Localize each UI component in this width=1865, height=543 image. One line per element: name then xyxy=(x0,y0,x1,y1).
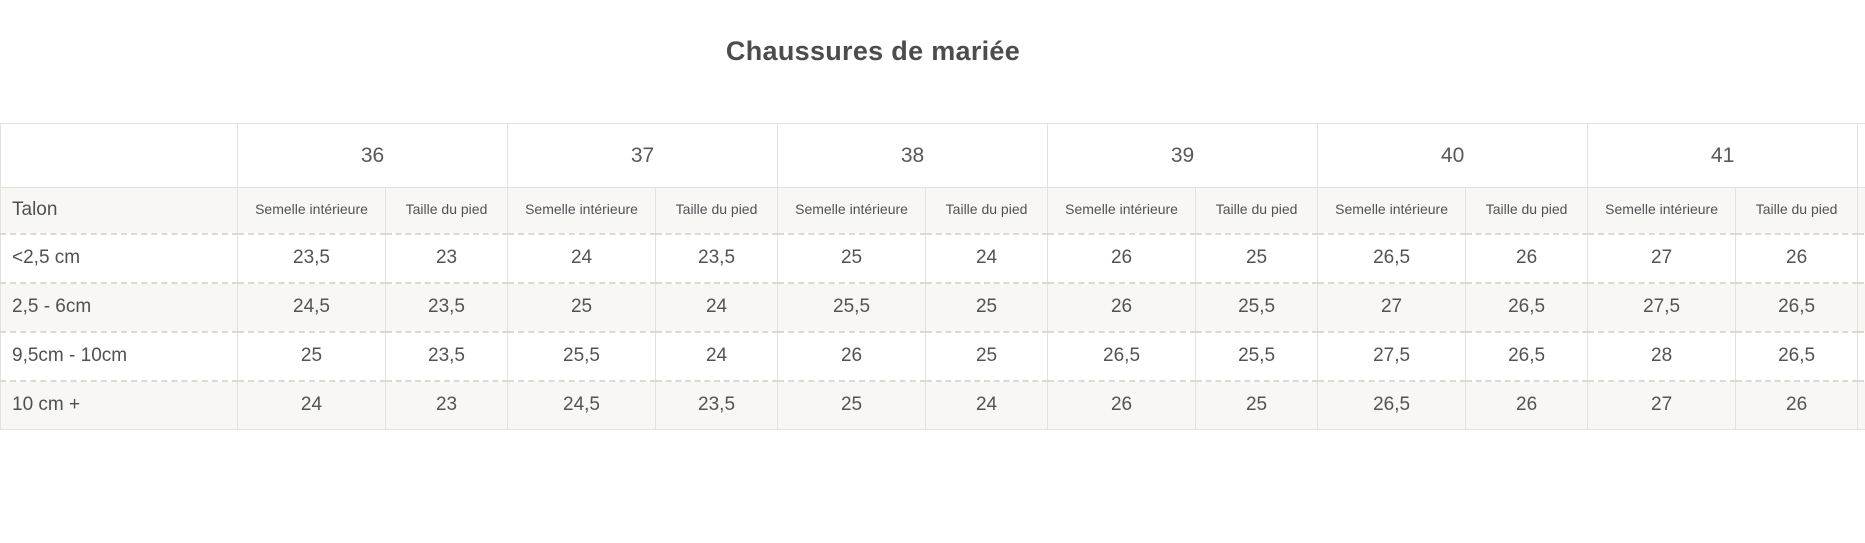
table-row-heel-under-2-5cm: <2,5 cm 23,5 23 24 23,5 25 24 26 25 26,5… xyxy=(0,233,1865,284)
cell: 25,5 xyxy=(1195,282,1318,333)
cell: 25 xyxy=(925,282,1048,333)
cell: 24 xyxy=(925,233,1048,284)
cell: 26,5 xyxy=(1047,331,1196,382)
cell: 26,5 xyxy=(1735,282,1858,333)
cell: 27,5 xyxy=(1587,282,1736,333)
size-header-row: 36 37 38 39 40 41 xyxy=(0,123,1865,188)
cell: 25,5 xyxy=(507,331,656,382)
cell: 25,5 xyxy=(777,282,926,333)
cell: 23,5 xyxy=(384,331,508,382)
cell: 26 xyxy=(1735,233,1858,284)
subheader-insole-37: Semelle intérieure xyxy=(507,187,656,235)
cell: 26 xyxy=(777,331,926,382)
subheader-foot-40: Taille du pied xyxy=(1465,187,1588,235)
size-header-36: 36 xyxy=(236,123,508,188)
size-header-37: 37 xyxy=(507,123,778,188)
cell: 26,5 xyxy=(1465,331,1588,382)
subheader-foot-39: Taille du pied xyxy=(1195,187,1318,235)
size-header-41: 41 xyxy=(1587,123,1858,188)
cell: 25,5 xyxy=(1195,331,1318,382)
cell: 27 xyxy=(1587,233,1736,284)
cell: 23,5 xyxy=(655,233,778,284)
row-label: 10 cm + xyxy=(0,380,238,430)
subheader-foot-38: Taille du pied xyxy=(925,187,1048,235)
cell: 23,5 xyxy=(384,282,508,333)
size-header-39: 39 xyxy=(1047,123,1318,188)
cell-overflow xyxy=(1857,233,1865,284)
cell: 26 xyxy=(1047,380,1196,430)
cell: 24 xyxy=(925,380,1048,430)
cell: 27,5 xyxy=(1317,331,1466,382)
table-row-heel-over-10cm: 10 cm + 24 23 24,5 23,5 25 24 26 25 26,5… xyxy=(0,380,1865,430)
cell-overflow xyxy=(1857,331,1865,382)
cell: 23,5 xyxy=(655,380,778,430)
table-row-heel-9-5-to-10cm: 9,5cm - 10cm 25 23,5 25,5 24 26 25 26,5 … xyxy=(0,331,1865,382)
cell: 24 xyxy=(655,282,778,333)
cell: 24 xyxy=(507,233,656,284)
cell: 23 xyxy=(384,233,508,284)
cell: 28 xyxy=(1587,331,1736,382)
cell: 26 xyxy=(1047,282,1196,333)
cell: 24 xyxy=(237,380,386,430)
subheader-foot-36: Taille du pied xyxy=(384,187,508,235)
cell: 27 xyxy=(1317,282,1466,333)
subheader-overflow-1 xyxy=(1857,187,1865,235)
cell: 25 xyxy=(777,380,926,430)
cell: 26,5 xyxy=(1317,233,1466,284)
cell: 24 xyxy=(655,331,778,382)
row-label: 9,5cm - 10cm xyxy=(0,331,238,382)
row-label: <2,5 cm xyxy=(0,233,238,284)
size-chart-table: 36 37 38 39 40 41 Talon Semelle intérieu… xyxy=(0,123,1865,430)
cell: 25 xyxy=(237,331,386,382)
cell: 26 xyxy=(1465,380,1588,430)
cell: 24,5 xyxy=(237,282,386,333)
subheader-foot-41: Taille du pied xyxy=(1735,187,1858,235)
cell: 26 xyxy=(1465,233,1588,284)
subheader-foot-37: Taille du pied xyxy=(655,187,778,235)
table-row-heel-2-5-to-6cm: 2,5 - 6cm 24,5 23,5 25 24 25,5 25 26 25,… xyxy=(0,282,1865,333)
cell: 27 xyxy=(1587,380,1736,430)
corner-cell xyxy=(0,123,238,188)
cell-overflow xyxy=(1857,282,1865,333)
cell: 25 xyxy=(507,282,656,333)
cell: 23,5 xyxy=(237,233,386,284)
cell: 25 xyxy=(925,331,1048,382)
size-header-40: 40 xyxy=(1317,123,1588,188)
row-label: 2,5 - 6cm xyxy=(0,282,238,333)
cell: 26,5 xyxy=(1465,282,1588,333)
cell: 26 xyxy=(1735,380,1858,430)
cell: 25 xyxy=(1195,233,1318,284)
cell-overflow xyxy=(1857,380,1865,430)
subheader-insole-39: Semelle intérieure xyxy=(1047,187,1196,235)
row-header-talon: Talon xyxy=(0,187,238,235)
subheader-insole-40: Semelle intérieure xyxy=(1317,187,1466,235)
page-title: Chaussures de mariée xyxy=(725,36,1021,66)
subheader-insole-41: Semelle intérieure xyxy=(1587,187,1736,235)
cell: 26,5 xyxy=(1317,380,1466,430)
cell: 25 xyxy=(1195,380,1318,430)
subheader-insole-38: Semelle intérieure xyxy=(777,187,926,235)
subheader-insole-36: Semelle intérieure xyxy=(237,187,386,235)
cell: 26,5 xyxy=(1735,331,1858,382)
cell: 24,5 xyxy=(507,380,656,430)
cell: 26 xyxy=(1047,233,1196,284)
size-header-38: 38 xyxy=(777,123,1048,188)
column-header-row: Talon Semelle intérieure Taille du pied … xyxy=(0,187,1865,235)
title-band: Chaussures de mariée xyxy=(0,36,1746,67)
cell: 25 xyxy=(777,233,926,284)
size-header-overflow xyxy=(1857,123,1865,188)
cell: 23 xyxy=(384,380,508,430)
